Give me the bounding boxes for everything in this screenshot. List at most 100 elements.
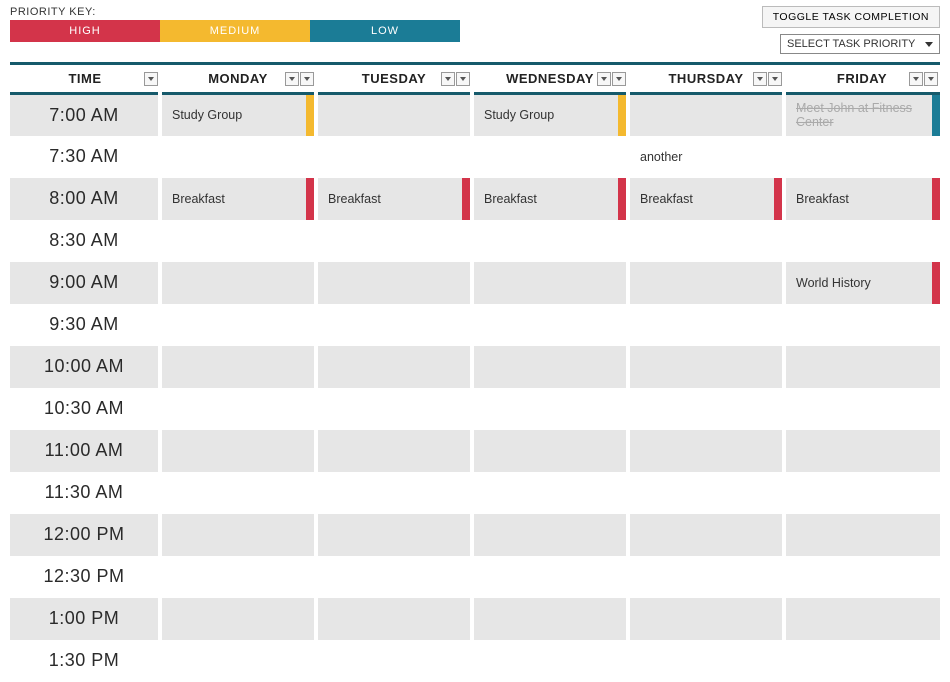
column-header-tuesday: TUESDAY [316, 64, 472, 94]
schedule-cell[interactable] [628, 598, 784, 640]
schedule-cell[interactable] [316, 220, 472, 262]
filter-dropdown-icon[interactable] [144, 72, 158, 86]
filter-icons [597, 72, 626, 86]
filter-dropdown-icon[interactable] [768, 72, 782, 86]
schedule-cell[interactable] [784, 472, 940, 514]
filter-dropdown-icon[interactable] [909, 72, 923, 86]
schedule-cell[interactable] [628, 640, 784, 682]
schedule-cell[interactable] [160, 598, 316, 640]
schedule-cell[interactable] [784, 598, 940, 640]
schedule-cell[interactable] [316, 514, 472, 556]
schedule-cell[interactable] [784, 136, 940, 178]
schedule-cell[interactable] [472, 472, 628, 514]
schedule-cell[interactable] [472, 220, 628, 262]
schedule-cell[interactable] [160, 556, 316, 598]
schedule-cell[interactable] [628, 262, 784, 304]
schedule-cell[interactable] [784, 430, 940, 472]
schedule-cell[interactable] [628, 472, 784, 514]
time-cell: 1:00 PM [10, 598, 160, 640]
task-inner [318, 514, 470, 556]
schedule-cell[interactable] [160, 472, 316, 514]
schedule-cell[interactable] [472, 388, 628, 430]
schedule-cell[interactable]: Meet John at Fitness Center [784, 94, 940, 136]
schedule-cell[interactable]: Breakfast [472, 178, 628, 220]
schedule-cell[interactable] [160, 388, 316, 430]
schedule-cell[interactable] [628, 220, 784, 262]
filter-dropdown-icon[interactable] [753, 72, 767, 86]
schedule-cell[interactable] [316, 94, 472, 136]
task-inner: World History [786, 262, 940, 304]
schedule-cell[interactable] [628, 304, 784, 346]
schedule-cell[interactable] [784, 220, 940, 262]
schedule-cell[interactable] [472, 598, 628, 640]
schedule-cell[interactable] [628, 388, 784, 430]
schedule-cell[interactable] [784, 640, 940, 682]
select-priority-label: SELECT TASK PRIORITY [787, 38, 915, 50]
schedule-cell[interactable] [628, 556, 784, 598]
schedule-cell[interactable] [160, 304, 316, 346]
filter-dropdown-icon[interactable] [456, 72, 470, 86]
schedule-cell[interactable] [316, 346, 472, 388]
schedule-cell[interactable] [160, 136, 316, 178]
chevron-down-icon [601, 77, 607, 81]
filter-dropdown-icon[interactable] [612, 72, 626, 86]
schedule-cell[interactable] [628, 346, 784, 388]
schedule-cell[interactable] [316, 640, 472, 682]
schedule-cell[interactable] [784, 346, 940, 388]
time-cell: 12:00 PM [10, 514, 160, 556]
schedule-cell[interactable]: Breakfast [784, 178, 940, 220]
schedule-cell[interactable] [784, 556, 940, 598]
schedule-cell[interactable] [784, 514, 940, 556]
schedule-cell[interactable] [160, 430, 316, 472]
task-inner [630, 640, 782, 682]
schedule-cell[interactable] [784, 388, 940, 430]
schedule-cell[interactable] [316, 136, 472, 178]
task-inner [786, 136, 940, 178]
schedule-cell[interactable] [160, 220, 316, 262]
schedule-cell[interactable] [472, 640, 628, 682]
select-priority-dropdown[interactable]: SELECT TASK PRIORITY [780, 34, 940, 54]
schedule-cell[interactable]: Breakfast [316, 178, 472, 220]
schedule-cell[interactable] [316, 388, 472, 430]
schedule-cell[interactable] [160, 262, 316, 304]
schedule-cell[interactable] [472, 430, 628, 472]
task-inner: Breakfast [630, 178, 782, 220]
schedule-cell[interactable]: World History [784, 262, 940, 304]
filter-dropdown-icon[interactable] [924, 72, 938, 86]
task-inner: Study Group [474, 95, 626, 136]
schedule-cell[interactable]: Study Group [472, 94, 628, 136]
schedule-cell[interactable] [316, 556, 472, 598]
chevron-down-icon [616, 77, 622, 81]
schedule-cell[interactable] [316, 472, 472, 514]
schedule-cell[interactable]: Study Group [160, 94, 316, 136]
schedule-cell[interactable]: Breakfast [160, 178, 316, 220]
time-cell: 11:30 AM [10, 472, 160, 514]
schedule-cell[interactable] [628, 514, 784, 556]
schedule-cell[interactable] [784, 304, 940, 346]
time-cell: 8:30 AM [10, 220, 160, 262]
task-inner [630, 556, 782, 598]
schedule-cell[interactable] [316, 430, 472, 472]
schedule-cell[interactable] [316, 304, 472, 346]
schedule-cell[interactable]: another [628, 136, 784, 178]
schedule-cell[interactable]: Breakfast [628, 178, 784, 220]
schedule-cell[interactable] [472, 514, 628, 556]
schedule-cell[interactable] [160, 640, 316, 682]
top-bar: PRIORITY KEY: HIGHMEDIUMLOW TOGGLE TASK … [0, 0, 950, 54]
schedule-cell[interactable] [628, 430, 784, 472]
filter-dropdown-icon[interactable] [441, 72, 455, 86]
schedule-cell[interactable] [472, 346, 628, 388]
schedule-cell[interactable] [628, 94, 784, 136]
schedule-cell[interactable] [472, 556, 628, 598]
schedule-cell[interactable] [316, 262, 472, 304]
schedule-cell[interactable] [472, 262, 628, 304]
schedule-cell[interactable] [160, 346, 316, 388]
schedule-cell[interactable] [160, 514, 316, 556]
schedule-cell[interactable] [472, 136, 628, 178]
schedule-cell[interactable] [316, 598, 472, 640]
filter-dropdown-icon[interactable] [597, 72, 611, 86]
schedule-cell[interactable] [472, 304, 628, 346]
toggle-completion-button[interactable]: TOGGLE TASK COMPLETION [762, 6, 940, 28]
filter-dropdown-icon[interactable] [285, 72, 299, 86]
filter-dropdown-icon[interactable] [300, 72, 314, 86]
